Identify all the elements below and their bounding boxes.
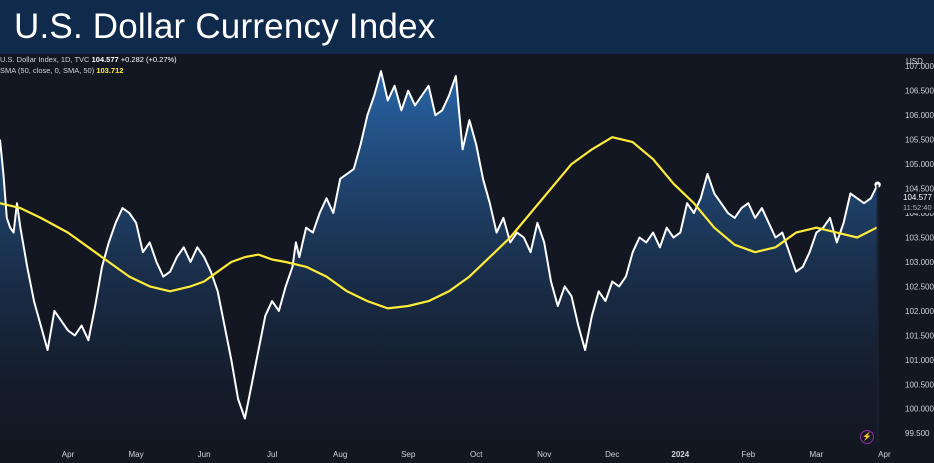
price-chart[interactable]: 99.500 100.000 100.500 101.000 101.500 102.00… [0, 54, 934, 463]
x-tick-label: Oct [470, 450, 483, 459]
symbol-value: 104.577 [91, 55, 119, 64]
x-tick-label: Aug [333, 450, 347, 459]
y-tick-label: 104.500 [905, 185, 934, 194]
y-tick-label: 106.000 [905, 111, 934, 120]
price-series-line[interactable] [0, 70, 879, 420]
indicator-name: SMA (50, close, 0, SMA, 50) [0, 66, 95, 75]
symbol-change: +0.282 (+0.27%) [120, 55, 177, 64]
y-tick-label: 101.500 [905, 331, 934, 340]
indicator-value: 103.712 [96, 66, 124, 75]
x-tick-label: Mar [809, 450, 823, 459]
symbol-name: U.S. Dollar Index, 1D, TVC [0, 55, 90, 64]
y-tick-label: 104.000 [905, 209, 934, 218]
currency-unit: USD [906, 57, 923, 66]
x-tick-label: Apr [878, 450, 891, 459]
y-tick-label: 103.500 [905, 233, 934, 242]
y-tick-label: 102.500 [905, 282, 934, 291]
x-tick-label: Sep [401, 450, 416, 459]
y-tick-label: 99.500 [905, 429, 930, 438]
y-tick-label: 105.000 [905, 160, 934, 169]
x-tick-label: Dec [605, 450, 619, 459]
x-tick-label: Jun [198, 450, 211, 459]
y-tick-label: 103.000 [905, 258, 934, 267]
y-tick-label: 107.000 [905, 62, 934, 71]
x-tick-label: Feb [741, 450, 755, 459]
y-tick-label: 100.500 [905, 380, 934, 389]
y-tick-label: 101.000 [905, 356, 934, 365]
x-tick-label: Jul [267, 450, 277, 459]
indicator-legend: SMA (50, close, 0, SMA, 50) 103.712 [0, 66, 123, 75]
lightning-bolt-icon[interactable]: ⚡ [860, 430, 874, 444]
last-price: 104.577 [903, 193, 932, 202]
sma-series-line[interactable] [0, 136, 879, 310]
x-tick-label: May [128, 450, 143, 459]
page-title: U.S. Dollar Currency Index [14, 7, 436, 46]
price-area-fill [0, 71, 878, 443]
y-tick-label: 102.000 [905, 307, 934, 316]
y-tick-label: 105.500 [905, 136, 934, 145]
title-banner: U.S. Dollar Currency Index [0, 0, 934, 54]
y-tick-label: 106.500 [905, 87, 934, 96]
y-tick-label: 100.000 [905, 405, 934, 414]
x-tick-label: 2024 [671, 450, 689, 459]
symbol-legend: U.S. Dollar Index, 1D, TVC 104.577 +0.28… [0, 55, 177, 64]
x-tick-label: Nov [537, 450, 551, 459]
last-price-tag: 104.577 11:52:40 [901, 193, 934, 213]
x-tick-label: Apr [62, 450, 75, 459]
bar-countdown: 11:52:40 [903, 203, 932, 212]
